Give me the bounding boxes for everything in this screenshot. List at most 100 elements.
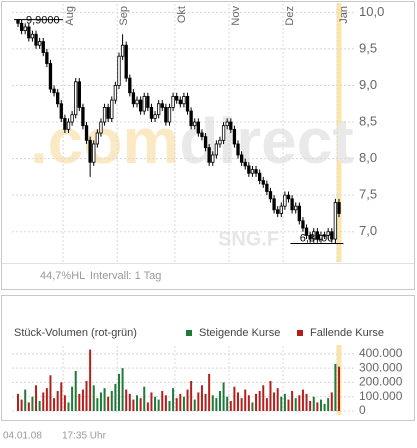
volume-bar: [323, 403, 326, 411]
x-tick-label: Aug: [64, 6, 76, 26]
candle-body: [337, 202, 341, 214]
volume-bar: [301, 389, 304, 411]
volume-bar: [154, 396, 157, 411]
candle-body: [77, 81, 81, 108]
candle-body: [120, 44, 125, 57]
candle-body: [189, 110, 193, 127]
volume-bar: [258, 391, 261, 411]
candle-body: [304, 227, 309, 236]
candle-body: [283, 194, 287, 207]
candle-body: [294, 205, 298, 211]
volume-bar: [175, 398, 178, 411]
y-tick-label: 100.000: [359, 389, 403, 403]
volume-bar: [327, 398, 330, 411]
candle-body: [319, 234, 323, 240]
y-tick-label: 7,0: [359, 223, 377, 238]
candle-body: [182, 96, 186, 105]
highlight-band: [336, 3, 342, 262]
candle-body: [102, 107, 107, 123]
candle-body: [138, 99, 143, 112]
volume-bar: [107, 396, 110, 411]
candle-body: [146, 96, 150, 108]
candle-body: [92, 143, 96, 163]
volume-bar: [71, 386, 74, 411]
volume-bar: [139, 398, 142, 411]
volume-bar: [42, 392, 45, 411]
candle-body: [84, 125, 89, 141]
candle-body: [95, 132, 100, 145]
volume-bar: [117, 373, 120, 411]
volume-bar: [193, 399, 196, 411]
footer-time: 17:35 Uhr: [62, 431, 107, 442]
candle-body: [59, 103, 63, 119]
volume-bar: [280, 396, 283, 411]
candle-body: [16, 19, 20, 24]
candle-body: [265, 183, 269, 192]
candle-body: [301, 220, 305, 229]
volume-bar: [74, 371, 77, 411]
volume-bar: [35, 385, 38, 411]
candle-body: [37, 41, 42, 46]
candle-body: [128, 77, 132, 94]
y-tick-label: 200.000: [359, 375, 403, 389]
volume-bar: [319, 399, 322, 411]
volume-bar: [143, 386, 146, 411]
footer-date: 04.01.08: [3, 431, 42, 442]
y-tick-label: 7,5: [359, 187, 377, 202]
candle-body: [41, 41, 45, 53]
volume-bar: [255, 393, 258, 411]
volume-bar: [262, 385, 265, 411]
volume-bar: [330, 392, 333, 411]
volume-bar: [244, 389, 247, 411]
legend-label: Steigende Kurse: [199, 327, 280, 339]
candle-body: [131, 92, 136, 105]
candle-body: [124, 44, 128, 79]
candle-body: [153, 114, 157, 119]
volume-bar: [20, 399, 23, 411]
candle-body: [257, 172, 262, 181]
legend-swatch: [186, 330, 192, 336]
candle-body: [117, 55, 121, 86]
volume-bar: [283, 393, 286, 411]
y-tick-label: 300.000: [359, 360, 403, 374]
candle-body: [286, 194, 291, 200]
interval: Intervall: 1 Tag: [90, 270, 161, 282]
volume-bar: [164, 395, 167, 411]
candle-body: [290, 198, 294, 211]
y-tick-label: 0: [359, 403, 366, 417]
volume-bar: [99, 392, 102, 411]
candle-body: [254, 169, 258, 174]
y-tick-label: 8,5: [359, 113, 377, 128]
volume-bar: [161, 391, 164, 411]
candle-body: [229, 121, 233, 130]
candle-body: [225, 121, 229, 127]
candle-body: [106, 107, 110, 119]
price-panel: [1, 1, 415, 290]
candle-body: [272, 198, 276, 211]
volume-bar: [103, 388, 106, 411]
volume-bar: [38, 401, 41, 411]
volume-bar: [222, 382, 225, 411]
candle-body: [214, 143, 219, 156]
candle-body: [27, 26, 31, 39]
volume-bar: [334, 363, 337, 411]
y-tick-label: 9,5: [359, 40, 377, 55]
y-tick-label: 10,0: [359, 4, 384, 19]
volume-bar: [27, 402, 30, 411]
volume-bar: [294, 398, 297, 411]
candle-body: [247, 165, 251, 174]
candle-body: [236, 143, 240, 156]
candle-body: [167, 107, 172, 123]
candle-body: [200, 132, 204, 138]
volume-bar: [226, 396, 229, 411]
volume-bar: [287, 399, 290, 411]
volume-bar: [190, 381, 193, 411]
volume-bar: [211, 395, 214, 411]
volume-bar: [150, 392, 153, 411]
candle-body: [30, 33, 35, 39]
candle-body: [185, 96, 190, 112]
volume-bar: [269, 381, 272, 411]
volume-bar: [63, 395, 66, 411]
candle-body: [308, 234, 312, 240]
candle-body: [243, 161, 247, 167]
